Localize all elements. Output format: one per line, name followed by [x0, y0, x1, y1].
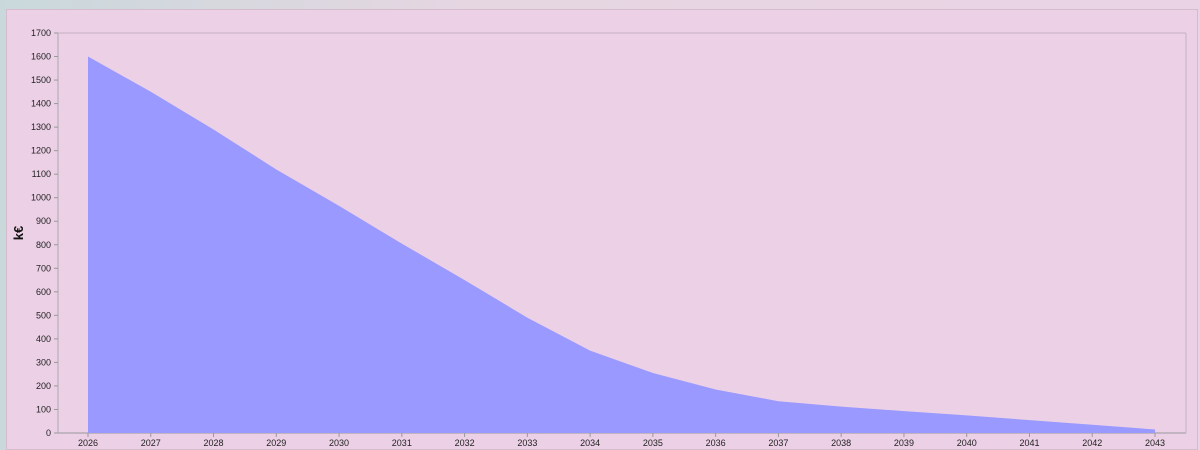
x-tick-label-2039: 2039 [894, 438, 914, 448]
x-tick-label-2030: 2030 [329, 438, 349, 448]
x-tick-label-2037: 2037 [768, 438, 788, 448]
y-tick-label-600: 600 [36, 287, 51, 297]
x-tick-label-2043: 2043 [1145, 438, 1165, 448]
y-tick-label-1200: 1200 [31, 146, 51, 156]
x-tick-label-2034: 2034 [580, 438, 600, 448]
y-tick-label-400: 400 [36, 334, 51, 344]
x-tick-label-2032: 2032 [455, 438, 475, 448]
x-tick-label-2041: 2041 [1019, 438, 1039, 448]
x-tick-label-2033: 2033 [517, 438, 537, 448]
y-axis-ticks: 0 100 200 300 400 500 600 700 800 900 1000 1100 1200… [31, 28, 58, 438]
x-tick-label-2026: 2026 [78, 438, 98, 448]
y-tick-label-800: 800 [36, 240, 51, 250]
y-tick-label-1300: 1300 [31, 122, 51, 132]
y-axis-title: k€ [11, 226, 26, 240]
y-tick-label-1700: 1700 [31, 28, 51, 38]
area-series-0 [88, 56, 1155, 433]
area-series-layer [88, 56, 1155, 433]
x-tick-label-2042: 2042 [1082, 438, 1102, 448]
y-tick-label-1000: 1000 [31, 193, 51, 203]
y-tick-label-900: 900 [36, 216, 51, 226]
x-tick-label-2031: 2031 [392, 438, 412, 448]
y-tick-label-300: 300 [36, 357, 51, 367]
y-tick-label-1100: 1100 [32, 169, 51, 179]
y-tick-label-1600: 1600 [31, 52, 51, 62]
x-tick-label-2029: 2029 [266, 438, 286, 448]
x-tick-label-2028: 2028 [204, 438, 224, 448]
x-tick-label-2035: 2035 [643, 438, 663, 448]
y-tick-label-700: 700 [36, 263, 51, 273]
x-tick-label-2036: 2036 [706, 438, 726, 448]
y-tick-label-100: 100 [36, 404, 51, 414]
x-tick-label-2027: 2027 [141, 438, 161, 448]
y-tick-label-1500: 1500 [31, 75, 51, 85]
y-tick-label-200: 200 [36, 381, 51, 391]
x-tick-label-2038: 2038 [831, 438, 851, 448]
y-tick-label-500: 500 [36, 310, 51, 320]
x-axis-ticks: 2026 2027 2028 2029 2030 2031 2032 2033 2034 2035… [78, 433, 1165, 448]
y-tick-label-0: 0 [46, 428, 51, 438]
y-tick-label-1400: 1400 [31, 99, 51, 109]
x-tick-label-2040: 2040 [957, 438, 977, 448]
